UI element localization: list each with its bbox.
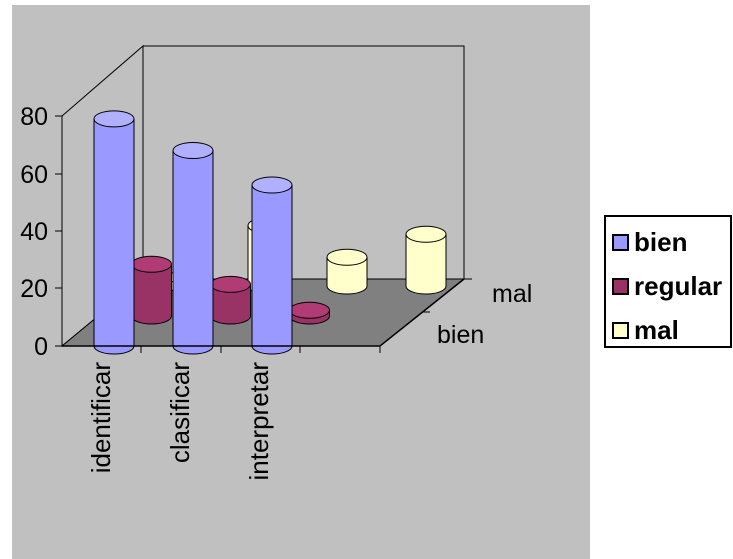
category-label-clasificar: clasificar [165, 362, 195, 463]
y-tick-label-0: 0 [34, 333, 48, 361]
bar-identificar-regular [131, 255, 172, 325]
y-tick-label-60: 60 [20, 161, 48, 189]
bar-clasificar-bien [172, 142, 214, 355]
x-axis-ticks [140, 346, 381, 353]
bar-clasificar-regular [210, 275, 251, 325]
legend-swatch-bien [612, 233, 629, 251]
y-tick-label-20: 20 [20, 275, 48, 303]
legend-label-bien: bien [634, 226, 688, 257]
y-tick-label-80: 80 [20, 103, 48, 131]
bar-identificar-bien [93, 110, 135, 355]
depth-label-bien: bien [437, 321, 484, 349]
bar-interpretar-mal [326, 248, 368, 295]
legend-label-mal: mal [634, 314, 679, 345]
legend-item-regular: regular [612, 271, 722, 301]
depth-axis-ticks [422, 278, 472, 313]
chart-marks [93, 110, 447, 355]
y-tick-label-40: 40 [20, 218, 48, 246]
legend-item-mal: mal [612, 315, 679, 345]
legend-item-bien: bien [612, 227, 687, 257]
bar-interpretar-bien [251, 176, 293, 355]
legend-swatch-mal [612, 321, 629, 339]
depth-label-mal: mal [492, 280, 532, 308]
legend: bien regular mal [604, 215, 732, 348]
y-axis-ticks [55, 115, 62, 347]
legend-label-regular: regular [634, 270, 723, 301]
legend-swatch-regular [612, 277, 629, 295]
category-label-interpretar: interpretar [244, 362, 274, 481]
bar-interpretar-regular [289, 301, 330, 325]
category-label-identificar: identificar [86, 362, 116, 474]
bar-extra-mal [405, 225, 447, 295]
